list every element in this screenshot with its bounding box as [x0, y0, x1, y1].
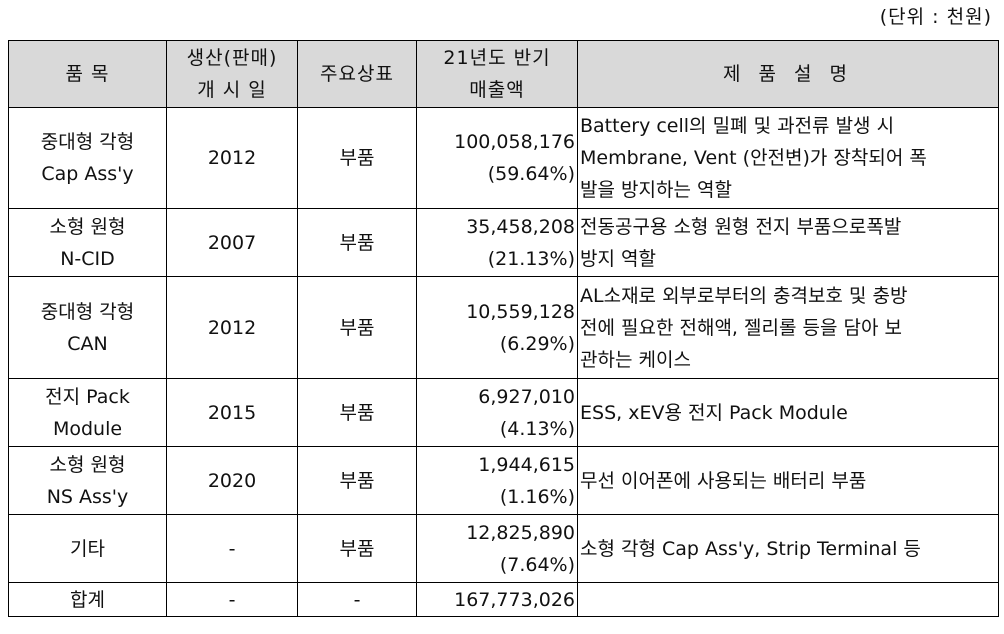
sales-ratio: (59.64%) [487, 163, 575, 185]
header-product: 품 목 [8, 40, 167, 108]
total-sales: 167,773,026 [416, 582, 578, 617]
description-line: ESS, xEV용 전지 Pack Module [580, 401, 848, 424]
product-sales-table: 품 목 생산(판매) 개 시 일 주요상표 21년도 반기 매출액 제 품 설 … [8, 40, 999, 617]
sales-amount: 10,559,128 [466, 300, 575, 323]
header-product-label: 품 목 [65, 63, 110, 85]
launch-year-cell: 2007 [166, 208, 298, 277]
brand-cell: 부품 [297, 276, 417, 379]
product-cell: 중대형 각형 CAN [8, 276, 167, 379]
brand-cell: 부품 [297, 208, 417, 277]
sales-ratio: (7.64%) [499, 553, 575, 576]
header-description: 제 품 설 명 [577, 40, 999, 108]
sales-ratio: (21.13%) [487, 247, 575, 270]
total-description [577, 582, 999, 617]
header-row: 품 목 생산(판매) 개 시 일 주요상표 21년도 반기 매출액 제 품 설 … [8, 40, 999, 108]
sales-cell: 12,825,890 (7.64%) [416, 514, 578, 583]
sales-ratio: (1.16%) [499, 485, 575, 508]
sales-cell: 1,944,615 (1.16%) [416, 446, 578, 515]
description-cell: AL소재로 외부로부터의 충격보호 및 충방 전에 필요한 전해액, 젤리롤 등… [577, 276, 999, 379]
brand-cell: 부품 [297, 378, 417, 447]
header-sales-line2: 매출액 [469, 79, 525, 101]
sales-amount: 6,927,010 [478, 385, 575, 408]
table-row: 전지 Pack Module 2015 부품 6,927,010 (4.13%)… [8, 378, 999, 447]
table-row: 중대형 각형 Cap Ass'y 2012 부품 100,058,176 (59… [8, 107, 999, 209]
product-name: 전지 Pack [45, 385, 130, 408]
header-description-label: 제 품 설 명 [722, 63, 854, 85]
launch-year-cell: 2012 [166, 107, 298, 209]
description-line: 발을 방지하는 역할 [580, 179, 732, 201]
header-launch-date-line2: 개 시 일 [197, 79, 267, 101]
description-line: 무선 이어폰에 사용되는 배터리 부품 [580, 469, 867, 492]
brand-cell: 부품 [297, 446, 417, 515]
launch-year-cell: 2015 [166, 378, 298, 447]
product-name: 소형 원형 [49, 215, 126, 238]
sales-ratio: (4.13%) [499, 417, 575, 440]
description-cell: 소형 각형 Cap Ass'y, Strip Terminal 등 [577, 514, 999, 583]
description-line: 관하는 케이스 [580, 348, 691, 371]
sales-amount: 100,058,176 [454, 131, 575, 153]
sales-cell: 100,058,176 (59.64%) [416, 107, 578, 209]
product-name: 중대형 각형 [40, 300, 135, 323]
brand-cell: 부품 [297, 514, 417, 583]
description-line: 소형 각형 Cap Ass'y, Strip Terminal 등 [580, 537, 921, 560]
sales-amount: 1,944,615 [478, 453, 575, 476]
product-cell: 전지 Pack Module [8, 378, 167, 447]
launch-year-cell: 2020 [166, 446, 298, 515]
table-row: 기타 - 부품 12,825,890 (7.64%) 소형 각형 Cap Ass… [8, 514, 999, 583]
table-row: 중대형 각형 CAN 2012 부품 10,559,128 (6.29%) AL… [8, 276, 999, 379]
product-name: 중대형 각형 [40, 131, 135, 153]
sales-amount: 12,825,890 [466, 521, 575, 544]
brand-cell: 부품 [297, 107, 417, 209]
description-line: 방지 역할 [580, 247, 656, 270]
launch-year-cell: - [166, 514, 298, 583]
product-subname: Module [52, 417, 123, 440]
header-sales: 21년도 반기 매출액 [416, 40, 578, 108]
product-cell: 소형 원형 NS Ass'y [8, 446, 167, 515]
description-line: Battery cell의 밀폐 및 과전류 발생 시 [580, 115, 895, 137]
total-year: - [166, 582, 298, 617]
description-line: Membrane, Vent (안전변)가 장착되어 폭 [580, 147, 927, 169]
launch-year-cell: 2012 [166, 276, 298, 379]
product-subname: N-CID [60, 247, 115, 270]
sales-cell: 6,927,010 (4.13%) [416, 378, 578, 447]
header-launch-date-line1: 생산(판매) [186, 47, 278, 69]
product-subname: Cap Ass'y [41, 163, 134, 185]
header-brand: 주요상표 [297, 40, 417, 108]
description-cell: 전동공구용 소형 원형 전지 부품으로폭발 방지 역할 [577, 208, 999, 277]
product-cell: 중대형 각형 Cap Ass'y [8, 107, 167, 209]
product-cell: 기타 [8, 514, 167, 583]
sales-cell: 35,458,208 (21.13%) [416, 208, 578, 277]
description-cell: 무선 이어폰에 사용되는 배터리 부품 [577, 446, 999, 515]
product-name: 기타 [70, 537, 105, 560]
total-row: 합계 - - 167,773,026 [8, 582, 999, 617]
unit-label: (단위 : 천원) [879, 6, 992, 28]
description-line: AL소재로 외부로부터의 충격보호 및 충방 [580, 284, 908, 307]
sales-cell: 10,559,128 (6.29%) [416, 276, 578, 379]
sales-amount: 35,458,208 [466, 215, 575, 238]
product-subname: NS Ass'y [46, 485, 129, 508]
description-line: 전동공구용 소형 원형 전지 부품으로폭발 [580, 215, 902, 238]
product-subname: CAN [67, 332, 108, 355]
total-brand: - [297, 582, 417, 617]
product-name: 소형 원형 [49, 453, 126, 476]
product-cell: 소형 원형 N-CID [8, 208, 167, 277]
table-row: 소형 원형 NS Ass'y 2020 부품 1,944,615 (1.16%)… [8, 446, 999, 515]
total-label: 합계 [8, 582, 167, 617]
header-sales-line1: 21년도 반기 [443, 47, 551, 69]
description-cell: ESS, xEV용 전지 Pack Module [577, 378, 999, 447]
header-brand-label: 주요상표 [320, 63, 394, 85]
description-cell: Battery cell의 밀폐 및 과전류 발생 시 Membrane, Ve… [577, 107, 999, 209]
description-line: 전에 필요한 전해액, 젤리롤 등을 담아 보 [580, 316, 902, 339]
sales-ratio: (6.29%) [499, 332, 575, 355]
table-row: 소형 원형 N-CID 2007 부품 35,458,208 (21.13%) … [8, 208, 999, 277]
header-launch-date: 생산(판매) 개 시 일 [166, 40, 298, 108]
